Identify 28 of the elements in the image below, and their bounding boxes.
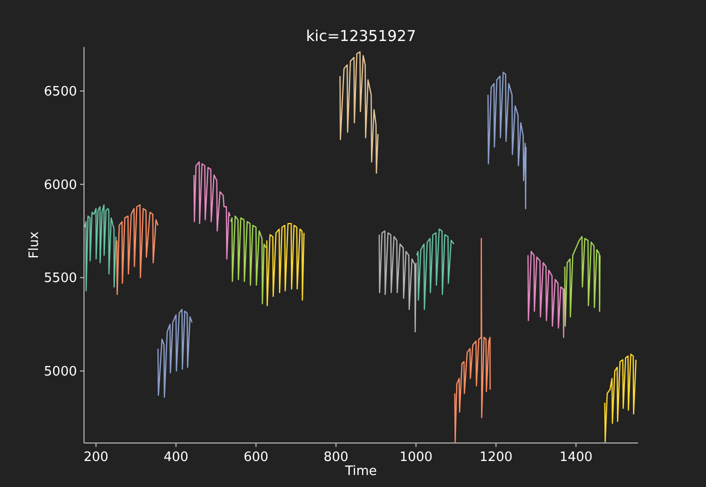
line-series [416, 228, 455, 310]
line-series [378, 230, 417, 332]
line-series [454, 238, 491, 442]
line-series [527, 250, 565, 338]
line-series [84, 204, 117, 292]
line-series [604, 354, 637, 442]
line-series [564, 236, 601, 327]
line-series [157, 308, 193, 398]
x-tick-label: 600 [244, 450, 268, 465]
x-tick-label: 800 [324, 450, 348, 465]
x-tick-label: 200 [84, 450, 108, 465]
x-tick-label: 1200 [479, 450, 513, 465]
chart-title: kic=12351927 [306, 27, 416, 45]
line-series [230, 215, 267, 304]
y-tick-label: 5500 [44, 271, 77, 286]
y-axis-title: Flux [27, 231, 42, 259]
x-tick-label: 400 [164, 450, 188, 465]
line-series [487, 72, 527, 210]
x-tick-label: 1000 [399, 450, 433, 465]
x-axis-title: Time [344, 464, 377, 479]
y-tick-label: 5000 [44, 364, 77, 380]
x-tick-label: 1400 [559, 450, 593, 465]
line-series [266, 222, 305, 306]
y-tick-label: 6500 [44, 84, 77, 100]
line-series [193, 161, 231, 260]
line-series [339, 51, 379, 174]
y-tick-label: 6000 [44, 178, 77, 193]
line-series [116, 204, 159, 296]
